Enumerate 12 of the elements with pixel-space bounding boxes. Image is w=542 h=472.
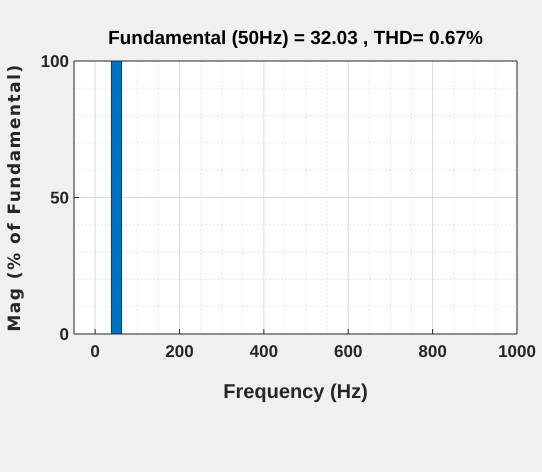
y-tick-label: 50 [50,188,69,208]
x-tick-label: 200 [165,342,194,362]
x-tick-label: 400 [250,342,278,362]
x-tick-label: 1000 [498,342,536,362]
x-tick-label: 0 [90,342,100,362]
chart-title: Fundamental (50Hz) = 32.03 , THD= 0.67% [108,28,484,49]
y-tick-label: 0 [60,325,69,344]
x-tick-label: 800 [418,342,447,362]
x-tick-label: 600 [334,342,362,362]
y-axis-title: Mag (% of Fundamental) [5,63,26,332]
x-axis-title: Frequency (Hz) [223,381,368,404]
y-tick-label: 100 [40,52,69,72]
